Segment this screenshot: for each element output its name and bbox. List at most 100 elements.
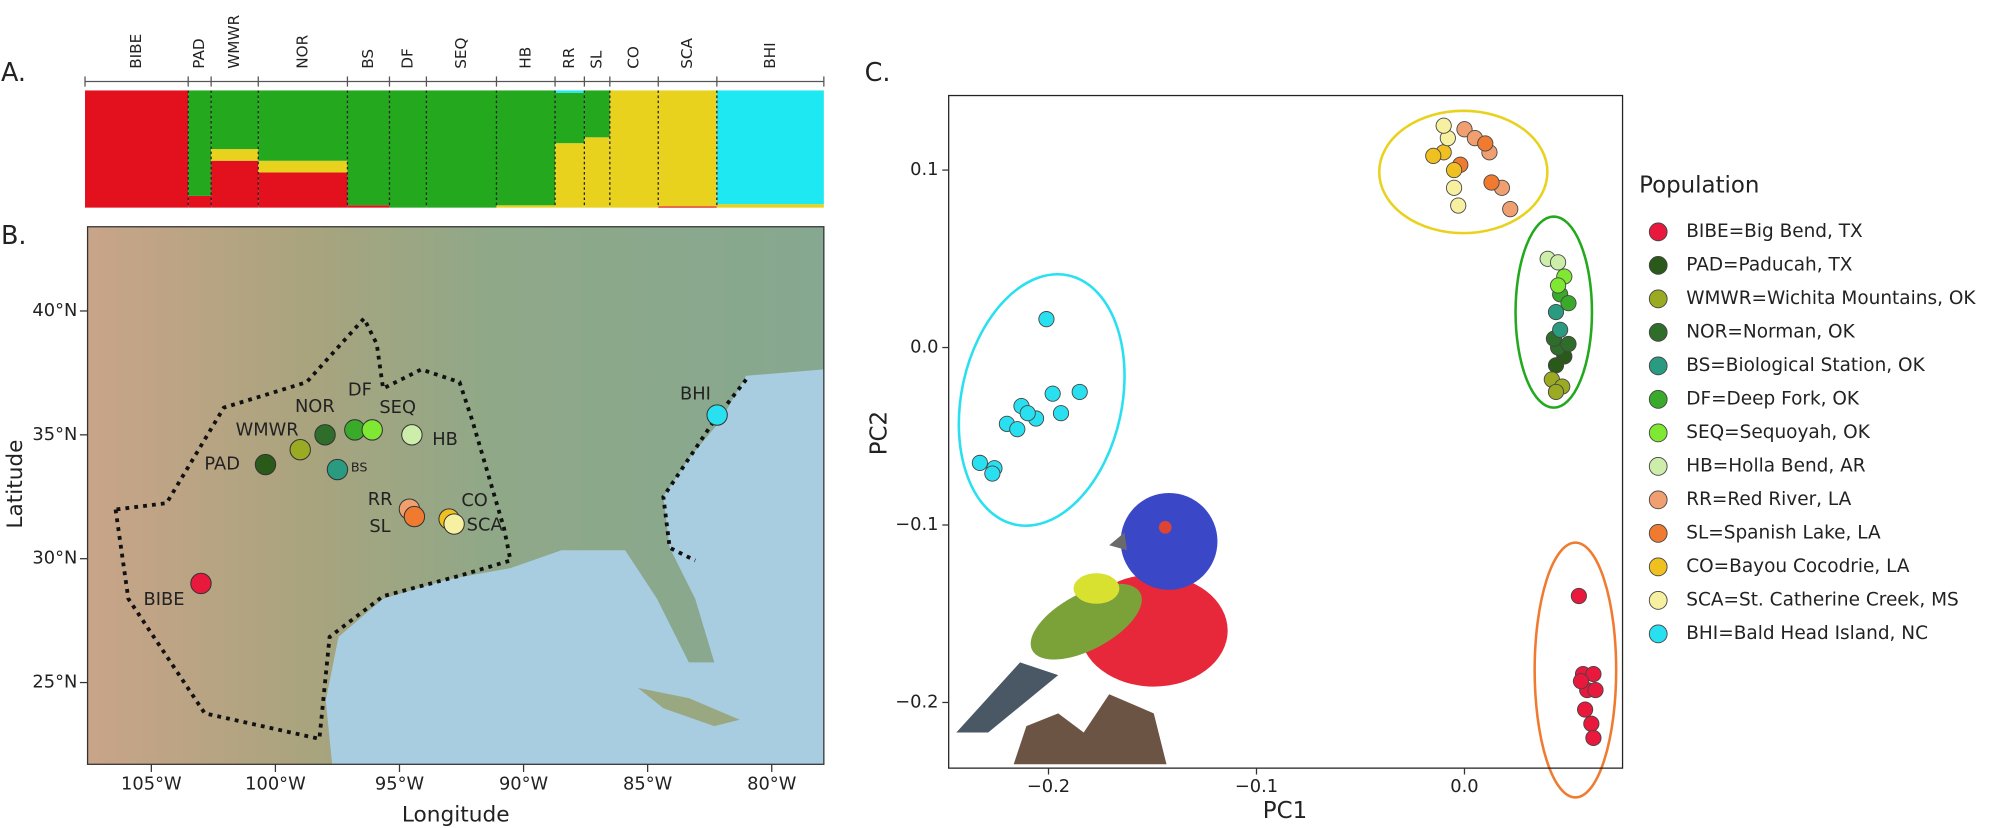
head xyxy=(1120,492,1218,590)
admixture-segment xyxy=(496,205,556,208)
bird-photo xyxy=(956,492,1228,765)
legend-swatch xyxy=(1648,356,1668,376)
pca-point xyxy=(1585,729,1602,747)
pca-point xyxy=(1435,117,1452,134)
legend-swatch xyxy=(1648,255,1668,275)
legend-title: Population xyxy=(1639,172,1759,198)
pca-point xyxy=(1044,385,1061,402)
admixture-segment xyxy=(658,90,717,207)
y-tick-label: −0.2 xyxy=(895,691,938,712)
admixture-segment xyxy=(389,90,427,208)
pca-point xyxy=(1549,254,1567,271)
legend-swatch xyxy=(1648,423,1668,443)
site-label: HB xyxy=(432,429,458,450)
group-label: BS xyxy=(359,49,377,69)
pca-point xyxy=(1456,121,1473,138)
site-label: BIBE xyxy=(144,589,185,610)
pca-point xyxy=(1477,135,1494,152)
legend-label: CO=Bayou Cocodrie, LA xyxy=(1686,556,1910,577)
pca-point xyxy=(1570,587,1587,605)
admixture-segment xyxy=(555,90,585,93)
admixture-segment xyxy=(211,149,259,161)
group-label: NOR xyxy=(293,34,311,68)
site-point xyxy=(314,424,336,446)
pca-point xyxy=(1445,161,1463,179)
pca-point xyxy=(1585,665,1602,683)
y-tick-label: 30°N xyxy=(32,548,77,569)
island xyxy=(637,687,740,727)
legend-label: HB=Holla Bend, AR xyxy=(1686,455,1866,476)
group-label: HB xyxy=(516,47,534,69)
pca-point xyxy=(1450,197,1467,214)
plot-frame xyxy=(948,94,1624,769)
y-tick-label: 35°N xyxy=(32,424,77,445)
y-axis-title: Latitude xyxy=(3,440,28,529)
pca-point xyxy=(1549,277,1567,294)
perch xyxy=(1013,694,1167,765)
admixture-segment xyxy=(211,90,259,150)
legend-label: WMWR=Wichita Mountains, OK xyxy=(1686,288,1976,309)
admixture-segment xyxy=(716,90,824,205)
x-tick-label: 100°W xyxy=(245,774,306,795)
group-label: CO xyxy=(625,46,643,69)
coast-boundary xyxy=(661,378,748,563)
group-label: RR xyxy=(560,47,578,69)
legend-label: BHI=Bald Head Island, NC xyxy=(1686,623,1928,644)
site-label: SL xyxy=(369,516,390,537)
x-tick-label: 0.0 xyxy=(1450,776,1478,797)
legend-swatch xyxy=(1648,490,1668,510)
group-label: WMWR xyxy=(225,14,243,68)
pca-point xyxy=(1052,405,1070,422)
admixture-segment xyxy=(188,90,212,196)
legend-label: BS=Biological Station, OK xyxy=(1686,355,1925,376)
legend-swatch xyxy=(1648,222,1668,242)
wing xyxy=(1030,583,1142,660)
map-frame xyxy=(86,226,825,765)
pca-point xyxy=(1572,673,1590,690)
group-label: SCA xyxy=(678,37,696,68)
legend-swatch xyxy=(1648,322,1668,342)
pca-point xyxy=(1502,201,1519,218)
x-tick-label: 95°W xyxy=(375,774,425,795)
y-tick-label: 25°N xyxy=(32,672,77,693)
group-label: BHI xyxy=(761,42,779,68)
cluster-ellipse xyxy=(1377,109,1549,235)
map-background xyxy=(87,226,824,765)
pca-point xyxy=(1038,311,1055,328)
pca-point xyxy=(1560,335,1577,353)
admixture-segment xyxy=(347,90,390,206)
panel-label: C. xyxy=(865,58,891,88)
admixture-segment xyxy=(426,90,497,208)
beak xyxy=(1109,532,1128,551)
legend-swatch xyxy=(1648,591,1668,610)
group-label: BIBE xyxy=(127,34,145,69)
site-label: CO xyxy=(461,490,487,511)
panel-label: A. xyxy=(1,58,26,88)
legend-label: BIBE=Big Bend, TX xyxy=(1686,221,1863,242)
pca-point xyxy=(1583,715,1600,732)
site-label: RR xyxy=(368,489,393,510)
site-label: NOR xyxy=(295,396,335,417)
admixture-segment xyxy=(555,92,585,144)
site-label: BHI xyxy=(680,384,711,405)
x-tick-label: 80°W xyxy=(747,774,797,795)
pca-point xyxy=(1009,421,1026,438)
legend-label: SL=Spanish Lake, LA xyxy=(1686,522,1881,543)
admixture-segment xyxy=(584,90,610,138)
pca-point xyxy=(1587,681,1604,699)
pca-point xyxy=(1547,383,1565,400)
y-tick-label: 0.1 xyxy=(910,159,938,180)
site-point xyxy=(706,404,728,426)
site-label: PAD xyxy=(204,454,240,475)
x-tick-label: 105°W xyxy=(121,774,182,795)
site-point xyxy=(443,513,465,535)
legend-swatch xyxy=(1648,289,1668,309)
pca-point xyxy=(1071,383,1088,400)
admixture-segment xyxy=(188,195,212,208)
y-tick-label: 40°N xyxy=(32,300,77,321)
y-tick-label: 0.0 xyxy=(910,337,938,358)
site-point xyxy=(361,419,383,441)
site-label: SCA xyxy=(467,514,504,535)
y-axis-title: PC2 xyxy=(866,411,892,455)
